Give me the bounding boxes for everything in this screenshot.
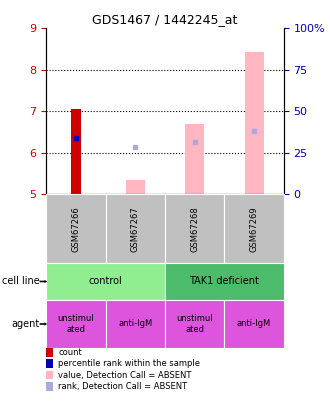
Text: count: count [58,348,82,357]
Text: unstimul
ated: unstimul ated [177,314,213,334]
Text: cell line: cell line [2,277,40,286]
Text: control: control [89,277,122,286]
Text: TAK1 deficient: TAK1 deficient [189,277,259,286]
Text: GSM67269: GSM67269 [249,206,259,252]
Text: GSM67266: GSM67266 [71,206,81,252]
Title: GDS1467 / 1442245_at: GDS1467 / 1442245_at [92,13,238,26]
Bar [245,52,264,194]
Text: value, Detection Call = ABSENT: value, Detection Call = ABSENT [58,371,192,379]
Text: GSM67267: GSM67267 [131,206,140,252]
Text: GSM67268: GSM67268 [190,206,199,252]
Bar [126,180,145,194]
Text: rank, Detection Call = ABSENT: rank, Detection Call = ABSENT [58,382,187,391]
Text: agent: agent [11,319,40,329]
Text: unstimul
ated: unstimul ated [58,314,94,334]
Bar [71,109,81,194]
Text: anti-IgM: anti-IgM [237,320,271,328]
Text: percentile rank within the sample: percentile rank within the sample [58,359,200,368]
Text: anti-IgM: anti-IgM [118,320,152,328]
Bar [185,124,204,194]
